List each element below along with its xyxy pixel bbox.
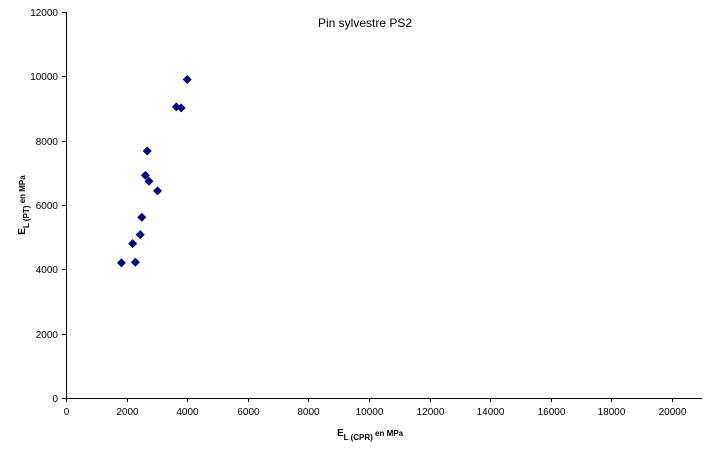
data-point-marker	[130, 257, 140, 267]
x-tick-label: 10000	[356, 407, 384, 418]
x-tick-label: 8000	[297, 407, 320, 418]
data-point-marker	[128, 239, 138, 249]
x-axis-label-suffix: en MPa	[373, 429, 404, 438]
data-point-marker	[144, 176, 154, 186]
y-axis-label-suffix: en MPa	[18, 175, 27, 206]
x-tick-label: 14000	[477, 407, 505, 418]
x-tick-label: 16000	[538, 407, 566, 418]
y-axis-label-sub: L (PT)	[22, 205, 31, 228]
y-tick-label: 12000	[30, 8, 58, 19]
x-tick-label: 2000	[116, 407, 139, 418]
y-axis-label: EL (PT) en MPa	[17, 175, 31, 235]
y-tick-label: 8000	[36, 137, 59, 148]
data-point-marker	[140, 170, 150, 180]
data-point-marker	[137, 212, 147, 222]
data-point-marker	[176, 103, 186, 113]
x-axis-label-main: E	[337, 428, 344, 439]
x-tick-label: 18000	[598, 407, 626, 418]
y-tick-label: 2000	[36, 330, 59, 341]
y-axis-label-main: E	[17, 228, 28, 235]
y-tick-label: 0	[52, 394, 58, 405]
data-point-marker	[182, 75, 192, 85]
x-axis-label-sub: L (CPR)	[344, 433, 374, 442]
x-tick-label: 6000	[237, 407, 260, 418]
y-tick-label: 6000	[36, 201, 59, 212]
data-point-marker	[116, 258, 126, 268]
chart-title: Pin sylvestre PS2	[318, 16, 412, 30]
y-axis-ticks: 0 2000 4000 6000 8000 10000 12000	[30, 8, 66, 405]
data-point-marker	[142, 146, 152, 156]
x-axis-ticks: 0 2000 4000 6000 8000 10000 12000 14000 16000 180…	[64, 398, 687, 418]
data-point-marker	[153, 186, 163, 196]
y-tick-label: 4000	[36, 265, 59, 276]
x-tick-label: 0	[64, 407, 70, 418]
x-axis-label: EL (CPR) en MPa	[337, 428, 404, 442]
y-tick-label: 10000	[30, 72, 58, 83]
x-tick-label: 20000	[659, 407, 687, 418]
x-tick-label: 4000	[176, 407, 199, 418]
data-points	[116, 75, 192, 268]
x-tick-label: 12000	[417, 407, 445, 418]
data-point-marker	[135, 230, 145, 240]
